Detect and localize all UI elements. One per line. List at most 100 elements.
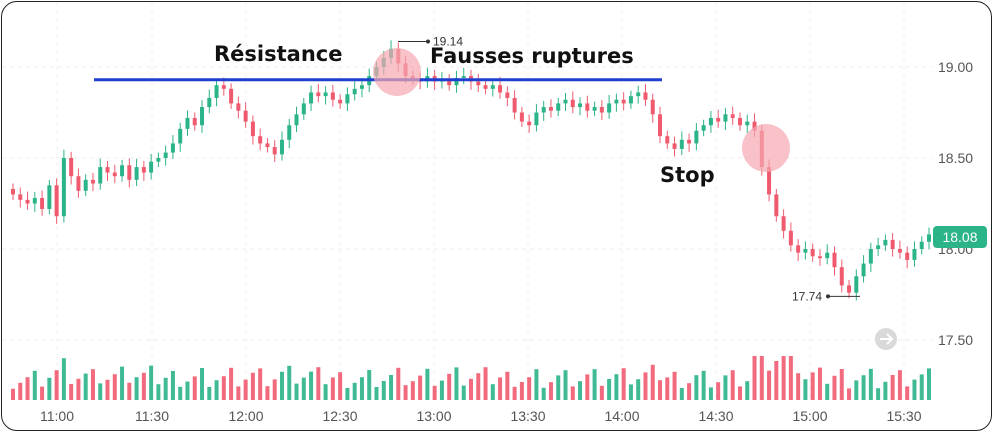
x-tick-label: 14:30 [698, 408, 733, 424]
volume-bar [665, 377, 670, 400]
volume-bar [737, 386, 742, 400]
volume-bar [505, 371, 510, 400]
scroll-to-latest-button[interactable] [875, 328, 897, 350]
volume-bar [47, 377, 52, 400]
candle [607, 95, 612, 119]
candle [737, 112, 742, 131]
volume-bar [439, 380, 444, 400]
candle [512, 90, 517, 120]
x-tick-label: 12:00 [228, 408, 263, 424]
candle [876, 237, 881, 256]
candle [323, 86, 328, 105]
candle [636, 85, 641, 104]
candle [825, 244, 830, 265]
volume-bar [679, 388, 684, 400]
candle [694, 123, 699, 151]
y-tick-label: 19.00 [938, 59, 973, 75]
volume-bar [410, 381, 415, 400]
candle [170, 135, 175, 159]
candle [527, 114, 532, 133]
volume-bar [338, 372, 343, 400]
candle [200, 100, 205, 133]
volume-bar [578, 381, 583, 400]
volume-bar [672, 371, 677, 400]
candle [330, 84, 335, 107]
volume-bar [912, 379, 917, 400]
volume-bar [607, 379, 612, 400]
candle [628, 90, 633, 109]
volume-bar [650, 364, 655, 400]
x-tick-label: 11:00 [40, 408, 74, 424]
volume-bar [112, 374, 117, 400]
last-price-badge: 18.08 [933, 226, 987, 248]
volume-bar [592, 369, 597, 400]
candle [258, 128, 263, 151]
volume-bars [11, 356, 931, 400]
low-label: 17.74 [792, 289, 822, 303]
candle [185, 110, 190, 136]
candle [178, 122, 183, 152]
volume-bar [69, 384, 74, 400]
high-marker: 19.14 [398, 35, 463, 49]
volume-bar [723, 375, 728, 400]
volume-bar [527, 377, 532, 400]
volume-bar [90, 369, 95, 400]
candle [578, 97, 583, 116]
volume-bar [61, 358, 66, 400]
candle [650, 93, 655, 123]
candle [796, 239, 801, 262]
candle [425, 67, 430, 88]
candle [76, 168, 81, 198]
volume-bar [476, 373, 481, 400]
arrow-right-icon [880, 333, 894, 345]
volume-bar [418, 375, 423, 400]
volume-bar [396, 367, 401, 400]
candle [781, 209, 786, 239]
volume-bar [40, 386, 45, 400]
volume-bar [359, 377, 364, 400]
candle [156, 152, 161, 168]
x-tick-label: 12:30 [322, 408, 357, 424]
candle [141, 160, 146, 181]
candle [563, 92, 568, 112]
volume-bar [141, 372, 146, 400]
volume-bar [330, 377, 335, 400]
volume-bar [803, 379, 808, 400]
candle [665, 130, 670, 149]
volume-bar [265, 386, 270, 400]
resistance-annotation: Résistance [214, 42, 342, 66]
candle [548, 99, 553, 118]
candle [250, 115, 255, 145]
volume-bar [556, 375, 561, 400]
candle [83, 174, 88, 197]
candle [534, 104, 539, 132]
candle [229, 83, 234, 109]
candle [716, 109, 721, 128]
volume-bar [381, 381, 386, 400]
x-tick-label: 11:30 [135, 408, 169, 424]
volume-bar [192, 376, 197, 400]
volume-bar [628, 384, 633, 400]
x-tick-label: 13:30 [510, 408, 545, 424]
volume-bar [498, 377, 503, 400]
false-breakout-highlight [373, 48, 421, 96]
volume-bar [469, 378, 473, 400]
volume-bar [643, 372, 648, 400]
y-tick-label: 18.50 [938, 150, 973, 166]
volume-bar [658, 380, 663, 400]
volume-bar [221, 376, 226, 400]
volume-bar [294, 383, 299, 400]
volume-bar [352, 382, 357, 400]
candle [599, 100, 604, 121]
candle [47, 179, 52, 215]
volume-bar [323, 384, 328, 400]
candle [701, 119, 706, 137]
volume-bar [229, 367, 234, 400]
false-breakouts-annotation: Fausses ruptures [430, 44, 634, 68]
volume-bar [447, 373, 452, 400]
volume-bar [367, 370, 372, 400]
volume-bar [883, 381, 888, 400]
volume-bar [708, 387, 713, 400]
